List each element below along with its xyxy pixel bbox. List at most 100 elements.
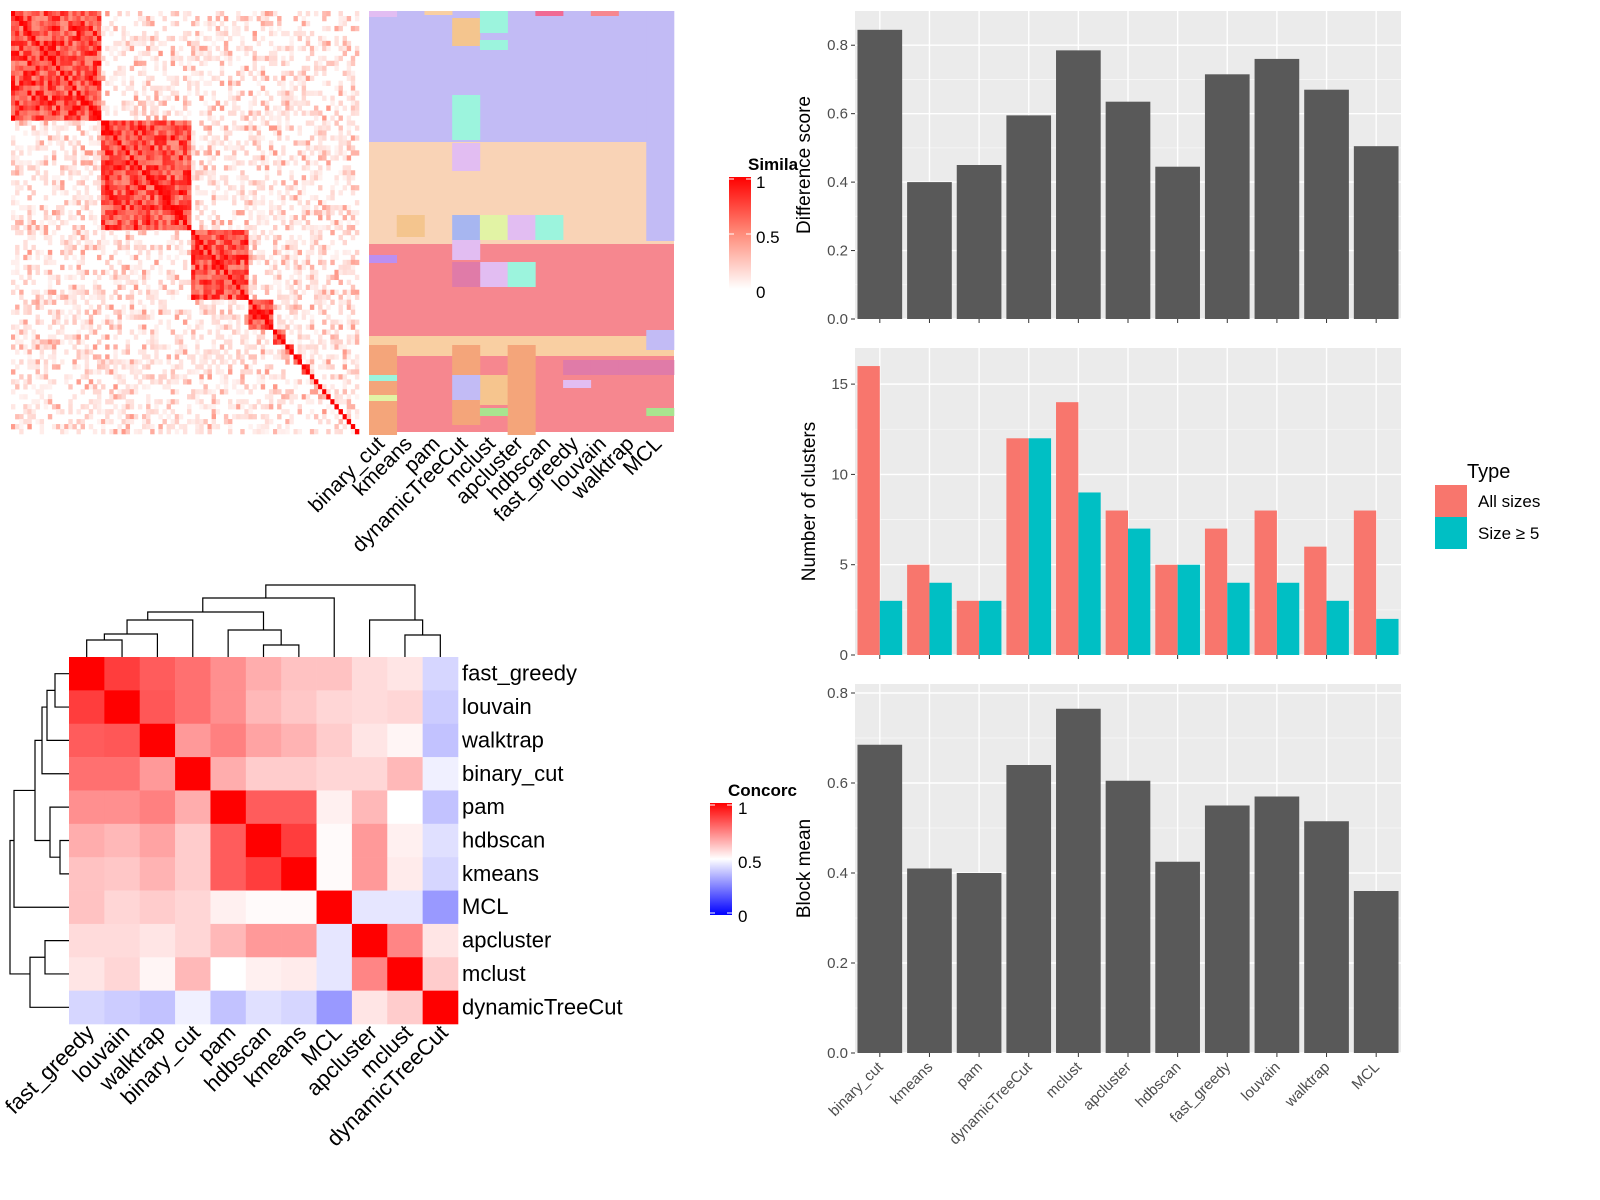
similarity-cell xyxy=(56,215,61,221)
similarity-cell xyxy=(96,284,102,290)
similarity-cell xyxy=(195,205,200,211)
similarity-cell xyxy=(105,419,110,425)
similarity-cell xyxy=(11,95,16,101)
similarity-cell xyxy=(203,80,208,86)
similarity-cell xyxy=(174,195,180,201)
similarity-cell xyxy=(277,80,282,86)
similarity-cell xyxy=(219,175,225,181)
similarity-cell xyxy=(301,314,307,320)
similarity-cell xyxy=(146,125,151,131)
similarity-cell xyxy=(215,264,221,271)
similarity-cell xyxy=(195,419,200,425)
similarity-cell xyxy=(338,11,343,17)
similarity-cell xyxy=(232,359,237,365)
similarity-cell xyxy=(195,229,200,236)
x-tick-label: binary_cut xyxy=(826,1058,888,1120)
similarity-cell xyxy=(142,120,147,126)
similarity-cell xyxy=(322,384,327,390)
similarity-cell xyxy=(199,274,204,281)
similarity-cell xyxy=(68,289,73,295)
bar xyxy=(956,165,1002,319)
similarity-cell xyxy=(84,15,90,22)
concordance-cell xyxy=(139,957,176,991)
similarity-cell xyxy=(101,239,106,246)
similarity-cell xyxy=(301,85,307,91)
similarity-cell xyxy=(113,155,118,161)
similarity-cell xyxy=(207,259,212,266)
similarity-cell xyxy=(133,55,139,62)
similarity-cell xyxy=(117,125,122,131)
similarity-cell xyxy=(285,409,290,415)
similarity-cell xyxy=(273,224,278,231)
similarity-cell xyxy=(15,40,20,47)
similarity-cell xyxy=(105,215,110,221)
similarity-cell xyxy=(47,384,53,390)
similarity-cell xyxy=(178,160,184,166)
similarity-cell xyxy=(211,279,216,286)
similarity-cell xyxy=(195,324,200,330)
similarity-cell xyxy=(76,11,81,17)
similarity-cell xyxy=(121,100,126,106)
bar xyxy=(1155,861,1200,1053)
similarity-cell xyxy=(346,369,352,375)
similarity-cell xyxy=(215,234,221,241)
similarity-cell xyxy=(72,394,77,400)
similarity-cell xyxy=(109,274,114,281)
similarity-cell xyxy=(203,349,208,355)
similarity-cell xyxy=(92,269,98,276)
similarity-cell xyxy=(199,294,204,300)
similarity-cell xyxy=(39,80,45,86)
similarity-cell xyxy=(297,249,302,256)
similarity-cell xyxy=(101,135,106,141)
similarity-cell xyxy=(31,339,36,345)
similarity-cell xyxy=(84,234,90,241)
similarity-cell xyxy=(68,70,73,76)
similarity-cell xyxy=(285,95,290,101)
similarity-cell xyxy=(211,234,216,241)
y-tick-label: 0.6 xyxy=(827,775,848,792)
similarity-cell xyxy=(260,135,266,141)
bar-size-ge-5 xyxy=(1078,492,1101,655)
similarity-cell xyxy=(60,105,65,111)
similarity-cell xyxy=(227,80,233,86)
similarity-cell xyxy=(178,339,184,345)
similarity-cell xyxy=(154,359,159,365)
similarity-cell xyxy=(244,125,249,131)
similarity-cell xyxy=(354,105,360,111)
similarity-cell xyxy=(244,264,249,271)
similarity-cell xyxy=(31,55,36,62)
similarity-cell xyxy=(260,150,266,156)
similarity-cell xyxy=(174,389,180,395)
similarity-cell xyxy=(297,334,302,340)
annotation-cell xyxy=(507,262,536,287)
similarity-cell xyxy=(72,30,77,37)
similarity-cell xyxy=(318,224,323,231)
similarity-cell xyxy=(277,424,282,430)
similarity-cell xyxy=(227,314,233,320)
similarity-cell xyxy=(158,215,163,221)
similarity-cell xyxy=(23,394,28,400)
similarity-cell xyxy=(137,349,143,355)
similarity-cell xyxy=(313,175,319,181)
similarity-cell xyxy=(322,15,327,22)
similarity-cell xyxy=(260,195,266,201)
similarity-cell xyxy=(96,389,102,395)
similarity-cell xyxy=(248,215,253,221)
similarity-cell xyxy=(68,65,73,72)
similarity-cell xyxy=(322,309,327,315)
similarity-cell xyxy=(80,224,85,231)
similarity-cell xyxy=(301,20,307,27)
similarity-cell xyxy=(313,349,319,355)
similarity-cell xyxy=(277,404,282,410)
similarity-cell xyxy=(338,399,343,405)
concordance-row-label: apcluster xyxy=(462,928,551,953)
similarity-cell xyxy=(281,150,286,156)
similarity-cell xyxy=(101,120,106,126)
similarity-cell xyxy=(105,120,110,126)
similarity-cell xyxy=(84,374,90,380)
similarity-cell xyxy=(72,200,77,206)
similarity-cell xyxy=(252,429,257,435)
similarity-cell xyxy=(51,95,57,101)
similarity-cell xyxy=(15,115,20,121)
similarity-cell xyxy=(154,289,159,295)
